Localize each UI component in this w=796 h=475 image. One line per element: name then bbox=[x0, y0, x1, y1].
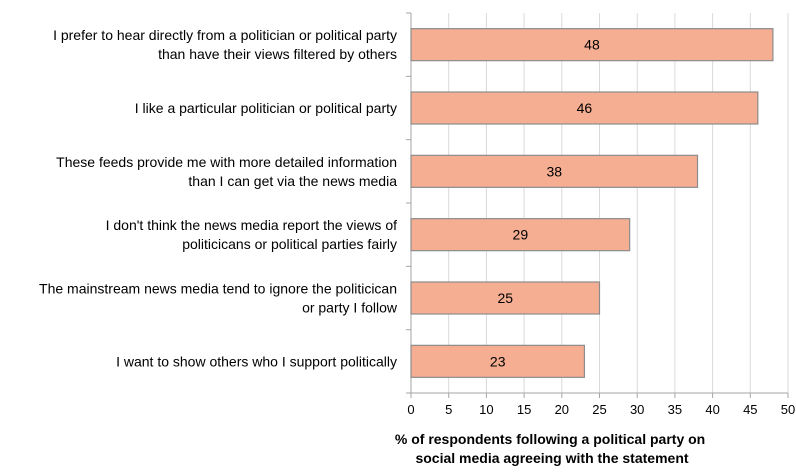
bar-4 bbox=[410, 218, 631, 252]
x-tick-label: 35 bbox=[668, 402, 682, 417]
x-tick-label: 20 bbox=[555, 402, 569, 417]
bar-2 bbox=[410, 91, 759, 125]
gridlines bbox=[448, 13, 789, 393]
bar-5 bbox=[410, 281, 601, 315]
bar-value-label: 48 bbox=[584, 37, 600, 53]
category-labels: I prefer to hear directly from a politic… bbox=[39, 27, 398, 369]
bar-value-label: 23 bbox=[490, 353, 506, 369]
x-tick-label: 10 bbox=[479, 402, 493, 417]
bar-1 bbox=[410, 28, 774, 62]
x-tick-label: 50 bbox=[781, 402, 795, 417]
x-axis-title: % of respondents following a political p… bbox=[395, 431, 709, 466]
bar-value-label: 46 bbox=[577, 100, 593, 116]
x-tick-labels: 0 5 10 15 20 25 30 35 40 45 50 bbox=[407, 402, 795, 417]
x-tick-label: 45 bbox=[743, 402, 757, 417]
bar-value-label: 38 bbox=[546, 163, 562, 179]
x-tick-label: 0 bbox=[407, 402, 414, 417]
category-label: These feeds provide me with more detaile… bbox=[56, 154, 397, 189]
x-tick-label: 40 bbox=[705, 402, 719, 417]
axes bbox=[406, 12, 789, 398]
x-tick-label: 5 bbox=[445, 402, 452, 417]
x-tick-label: 25 bbox=[592, 402, 606, 417]
category-label: I don't think the news media report the … bbox=[106, 217, 397, 252]
category-label: I want to show others who I support poli… bbox=[116, 353, 397, 369]
bars: 48 46 38 29 25 23 bbox=[410, 28, 774, 378]
category-label: I like a particular politician or politi… bbox=[135, 100, 397, 116]
bar-value-label: 25 bbox=[497, 290, 513, 306]
bar-value-label: 29 bbox=[513, 227, 529, 243]
bar-6 bbox=[410, 344, 586, 378]
x-tick-label: 30 bbox=[630, 402, 644, 417]
x-tick-label: 15 bbox=[517, 402, 531, 417]
category-label: I prefer to hear directly from a politic… bbox=[53, 27, 397, 62]
category-label: The mainstream news media tend to ignore… bbox=[39, 281, 398, 316]
bar-3 bbox=[410, 154, 699, 188]
